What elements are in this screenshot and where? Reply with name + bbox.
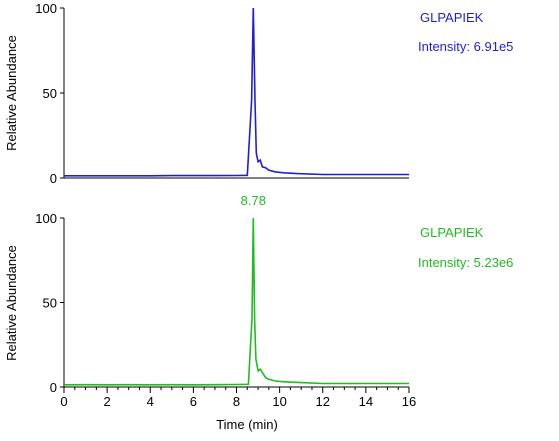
legend-intensity-top: Intensity: 6.91e5 <box>418 39 513 54</box>
y-axis-label-bottom: Relative Abundance <box>4 245 19 361</box>
x-axis-label: Time (min) <box>216 417 278 432</box>
x-ticks-bottom: 0 2 4 6 8 10 12 14 16 <box>60 387 416 409</box>
y-ticks-bottom: 0 50 100 <box>35 211 64 395</box>
x-tick-label: 8 <box>233 394 240 409</box>
y-ticks-top: 0 50 100 <box>35 1 64 186</box>
legend-compound-top: GLPAPIEK <box>420 10 484 25</box>
y-tick-label: 100 <box>35 1 57 16</box>
peak-retention-time-label: 8.78 <box>241 193 266 208</box>
chromatogram-trace-bottom <box>63 217 409 386</box>
x-tick-label: 2 <box>104 394 111 409</box>
y-tick-label: 100 <box>35 211 57 226</box>
x-tick-label: 0 <box>60 394 67 409</box>
legend-intensity-bottom: Intensity: 5.23e6 <box>418 255 513 270</box>
chromatogram-panel-top: Relative Abundance 0 50 100 GLPAPIEK Inten… <box>4 1 513 186</box>
y-tick-label: 50 <box>43 86 57 101</box>
y-tick-label: 0 <box>50 171 57 186</box>
y-tick-label: 0 <box>50 380 57 395</box>
x-tick-label: 12 <box>316 394 330 409</box>
x-tick-label: 14 <box>359 394 373 409</box>
x-tick-label: 6 <box>190 394 197 409</box>
y-axis-label-top: Relative Abundance <box>4 35 19 151</box>
x-tick-label: 16 <box>402 394 416 409</box>
x-tick-label: 4 <box>147 394 154 409</box>
x-tick-label: 10 <box>272 394 286 409</box>
y-tick-label: 50 <box>43 296 57 311</box>
chromatogram-trace-top <box>64 7 409 177</box>
legend-compound-bottom: GLPAPIEK <box>420 225 484 240</box>
